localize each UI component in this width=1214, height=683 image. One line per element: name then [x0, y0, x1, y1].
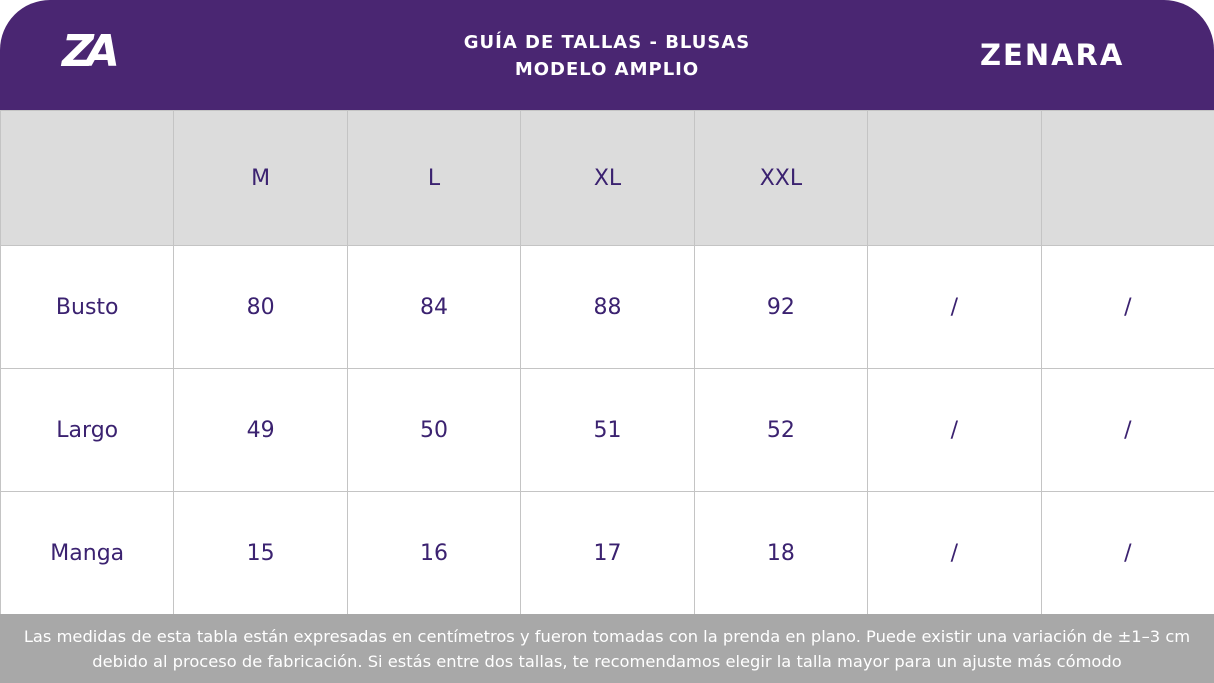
- measure: 52: [693, 368, 869, 492]
- measure: 17: [520, 491, 695, 615]
- measure: /: [1040, 245, 1214, 369]
- measure: /: [1040, 368, 1214, 492]
- subtitle: MODELO AMPLIO: [514, 59, 700, 80]
- blank-header: [1040, 110, 1214, 246]
- size-header: M: [173, 110, 348, 246]
- measure: 80: [173, 245, 348, 369]
- measure: 15: [173, 491, 348, 615]
- measure: 50: [346, 368, 522, 492]
- logo: ZA: [62, 26, 120, 77]
- header: ZA GUÍA DE TALLAS - BLUSAS MODELO AMPLIO…: [0, 0, 1214, 111]
- footer-note: debido al proceso de fabricación. Si est…: [92, 652, 1122, 671]
- row-label: Busto: [0, 245, 175, 369]
- measure: /: [1040, 491, 1214, 615]
- measure: 49: [173, 368, 348, 492]
- measure: 18: [693, 491, 869, 615]
- measure: 92: [693, 245, 869, 369]
- footer-note: Las medidas de esta tabla están expresad…: [23, 627, 1191, 646]
- measure: /: [867, 491, 1042, 615]
- row-label: Largo: [0, 368, 175, 492]
- row-label: Manga: [0, 491, 175, 615]
- measure: 88: [520, 245, 695, 369]
- measure: 84: [346, 245, 522, 369]
- blank-header: [867, 110, 1042, 246]
- measure: /: [867, 368, 1042, 492]
- measure: /: [867, 245, 1042, 369]
- brand: ZENARA: [980, 38, 1125, 72]
- title: GUÍA DE TALLAS - BLUSAS: [463, 32, 751, 53]
- measure: 16: [346, 491, 522, 615]
- size-header: XL: [520, 110, 695, 246]
- size-header: L: [346, 110, 522, 246]
- footer: Las medidas de esta tabla están expresad…: [0, 614, 1214, 683]
- measure: 51: [520, 368, 695, 492]
- size-header: XXL: [693, 110, 869, 246]
- blank-header: [0, 110, 175, 246]
